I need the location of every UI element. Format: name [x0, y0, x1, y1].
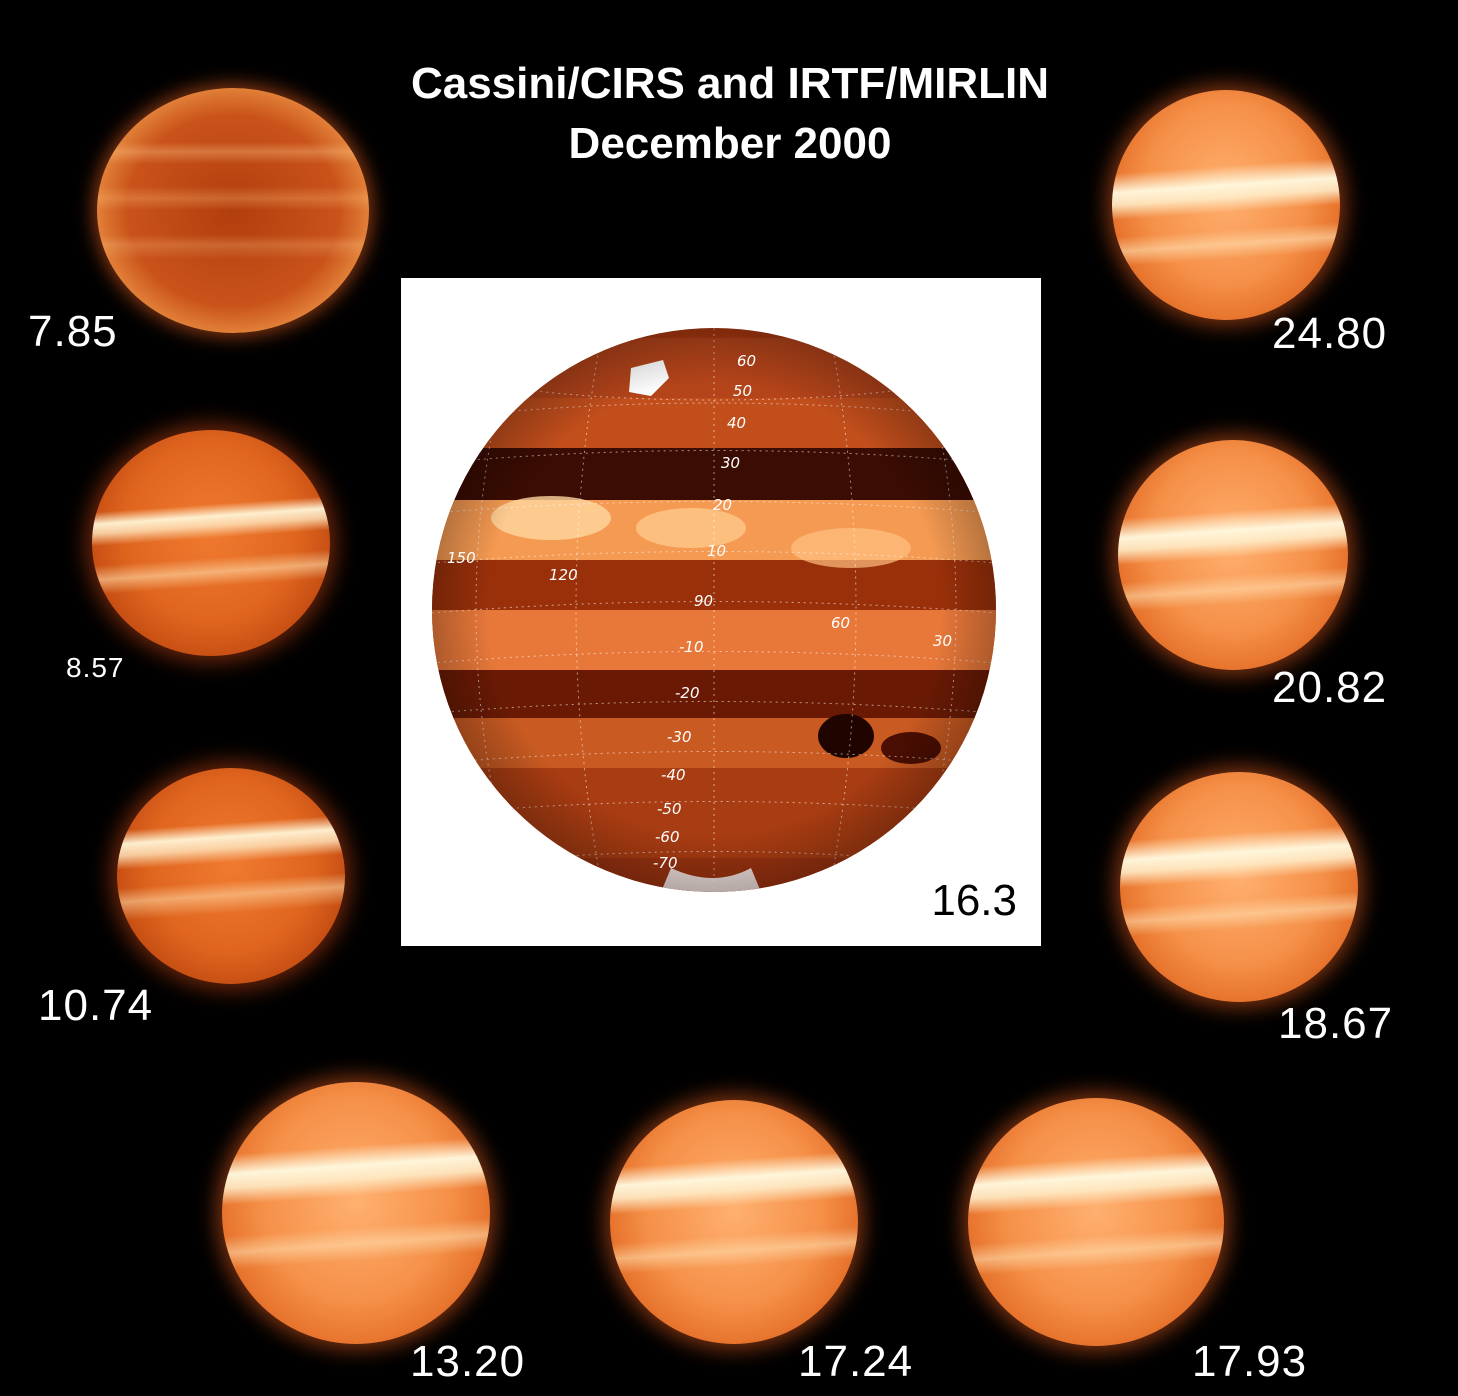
- center-globe-map: 60 50 40 30 20 10 -10 -20 -30 -40 -50 -6…: [432, 328, 996, 892]
- lat-label: -20: [675, 684, 700, 702]
- label-13-20: 13.20: [410, 1337, 526, 1386]
- jupiter-image-17-93: [968, 1098, 1224, 1346]
- label-24-80: 24.80: [1272, 309, 1388, 358]
- label-17-93: 17.93: [1192, 1337, 1308, 1386]
- lon-label: 90: [694, 592, 713, 610]
- center-map-panel: 60 50 40 30 20 10 -10 -20 -30 -40 -50 -6…: [401, 278, 1041, 946]
- lat-label: -70: [653, 854, 678, 872]
- jupiter-image-7-85: [97, 88, 369, 333]
- figure-title-line2: December 2000: [568, 119, 892, 168]
- lat-label: -40: [661, 766, 686, 784]
- lat-label: 30: [721, 454, 740, 472]
- lat-label: 20: [713, 496, 732, 514]
- lon-label: 150: [447, 549, 476, 567]
- jupiter-image-17-24: [610, 1100, 858, 1344]
- lat-label: 10: [707, 542, 726, 560]
- lat-label: -60: [655, 828, 680, 846]
- lon-label: 30: [933, 632, 952, 650]
- lat-label: 60: [737, 352, 756, 370]
- lon-label: 60: [831, 614, 850, 632]
- lon-label: 120: [549, 566, 578, 584]
- label-7-85: 7.85: [28, 307, 118, 356]
- lat-label: -30: [667, 728, 692, 746]
- lat-label: -10: [679, 638, 704, 656]
- figure-title-line1: Cassini/CIRS and IRTF/MIRLIN: [410, 59, 1050, 108]
- lat-label: -50: [657, 800, 682, 818]
- label-20-82: 20.82: [1272, 663, 1388, 712]
- label-16-3: 16.3: [931, 876, 1017, 925]
- label-8-57: 8.57: [66, 652, 125, 683]
- jupiter-image-18-67: [1120, 772, 1358, 1002]
- jupiter-image-20-82: [1118, 440, 1348, 670]
- label-18-67: 18.67: [1278, 999, 1394, 1048]
- jupiter-image-10-74: [117, 768, 345, 984]
- label-17-24: 17.24: [798, 1337, 914, 1386]
- jupiter-image-8-57: [92, 430, 330, 656]
- lat-label: 40: [727, 414, 746, 432]
- lat-label: 50: [733, 382, 752, 400]
- jupiter-image-24-80: [1112, 90, 1340, 320]
- jupiter-image-13-20: [222, 1082, 490, 1344]
- label-10-74: 10.74: [38, 981, 154, 1030]
